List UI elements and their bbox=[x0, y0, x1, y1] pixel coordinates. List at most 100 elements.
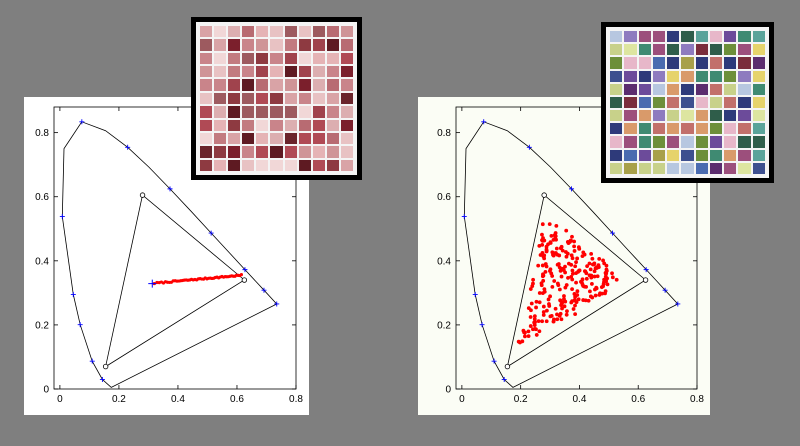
y-tick-label: 0.8 bbox=[35, 128, 49, 139]
swatch-cell bbox=[200, 159, 213, 171]
sample-point bbox=[551, 253, 556, 258]
x-tick-label: 0.8 bbox=[690, 394, 704, 405]
wavelength-marker bbox=[662, 287, 668, 293]
swatch-cell bbox=[340, 26, 353, 38]
sample-point bbox=[564, 254, 569, 259]
sample-point bbox=[553, 231, 558, 235]
sample-point bbox=[546, 297, 551, 302]
wavelength-marker bbox=[89, 358, 95, 364]
sample-point bbox=[570, 271, 575, 276]
sample-point bbox=[528, 324, 533, 328]
sample-point bbox=[548, 314, 553, 319]
swatch-cell bbox=[610, 162, 623, 174]
sample-point bbox=[547, 302, 551, 306]
swatch-cell bbox=[340, 159, 353, 171]
swatch-cell bbox=[652, 83, 666, 95]
wavelength-marker bbox=[70, 291, 76, 297]
sample-point bbox=[543, 269, 548, 274]
sample-point bbox=[567, 240, 572, 244]
swatch-cell bbox=[681, 110, 694, 122]
sample-point bbox=[540, 242, 545, 247]
sample-point bbox=[570, 234, 574, 239]
sample-point bbox=[540, 291, 545, 296]
wavelength-marker bbox=[569, 186, 575, 192]
sample-point bbox=[560, 306, 564, 311]
sample-point bbox=[566, 261, 571, 266]
sample-point bbox=[550, 250, 555, 255]
swatch-cell bbox=[270, 92, 283, 105]
swatch-cell bbox=[298, 119, 311, 131]
swatch-cell bbox=[256, 26, 269, 38]
swatch-cell bbox=[709, 162, 723, 174]
wavelength-marker bbox=[242, 267, 248, 273]
swatch-cell bbox=[652, 70, 666, 82]
sample-point bbox=[556, 262, 561, 266]
sample-point bbox=[589, 275, 594, 280]
swatch-cell bbox=[752, 57, 765, 69]
wavelength-marker bbox=[501, 376, 507, 382]
sample-point bbox=[534, 305, 538, 310]
swatch-cell bbox=[200, 79, 213, 91]
swatch-cell bbox=[610, 57, 623, 69]
sample-point bbox=[596, 265, 601, 270]
sample-point bbox=[537, 329, 542, 334]
swatch-cell bbox=[709, 83, 723, 95]
sample-point bbox=[548, 294, 552, 299]
sample-point bbox=[581, 298, 586, 302]
swatch-cell bbox=[667, 57, 680, 69]
swatch-cell bbox=[312, 26, 325, 38]
swatch-cell bbox=[738, 57, 751, 69]
sample-point bbox=[529, 301, 534, 306]
swatch-cell bbox=[242, 66, 255, 78]
sample-point bbox=[563, 285, 568, 290]
sample-point bbox=[542, 287, 547, 292]
sample-point bbox=[544, 308, 549, 313]
swatch-cell bbox=[709, 149, 723, 161]
swatch-cell bbox=[752, 83, 765, 95]
sample-point bbox=[559, 246, 563, 251]
primary-marker bbox=[541, 192, 547, 198]
sample-point bbox=[588, 289, 592, 294]
sample-point bbox=[565, 309, 569, 314]
sample-point bbox=[529, 308, 533, 313]
swatch-cell bbox=[724, 31, 737, 43]
sample-point bbox=[584, 276, 589, 281]
color-swatch-left bbox=[191, 17, 362, 180]
sample-point bbox=[528, 287, 533, 291]
y-tick-label: 0.4 bbox=[437, 256, 451, 267]
x-tick-label: 0.2 bbox=[112, 394, 126, 405]
sample-point bbox=[541, 304, 546, 309]
swatch-cell bbox=[667, 83, 680, 95]
swatch-cell bbox=[340, 66, 353, 78]
swatch-cell bbox=[312, 132, 325, 145]
sample-point bbox=[553, 306, 558, 311]
swatch-cell bbox=[284, 26, 297, 38]
swatch-cell bbox=[270, 79, 283, 91]
swatch-cell bbox=[270, 39, 283, 51]
swatch-cell bbox=[214, 132, 227, 145]
swatch-cell bbox=[200, 52, 213, 65]
sample-point bbox=[540, 251, 545, 255]
swatch-cell bbox=[695, 57, 708, 69]
swatch-cell bbox=[326, 132, 339, 145]
sample-point bbox=[572, 249, 577, 253]
spectral-locus bbox=[61, 121, 278, 388]
swatch-cell bbox=[200, 26, 213, 38]
sample-point bbox=[601, 284, 605, 289]
sample-point bbox=[570, 256, 575, 261]
sample-point bbox=[549, 234, 554, 238]
swatch-cell bbox=[695, 44, 708, 56]
swatch-cell bbox=[242, 79, 255, 91]
swatch-cell bbox=[312, 92, 325, 105]
sample-point bbox=[553, 236, 558, 240]
x-tick-label: 0 bbox=[459, 394, 465, 405]
swatch-cell bbox=[214, 92, 227, 105]
primary-marker bbox=[504, 363, 511, 370]
swatch-cell bbox=[256, 106, 269, 118]
swatch-cell bbox=[340, 146, 353, 158]
wavelength-marker bbox=[261, 287, 267, 293]
sample-point bbox=[562, 304, 567, 309]
swatch-cell bbox=[652, 31, 666, 43]
y-tick-label: 0.2 bbox=[437, 320, 451, 331]
swatch-cell bbox=[228, 159, 241, 171]
